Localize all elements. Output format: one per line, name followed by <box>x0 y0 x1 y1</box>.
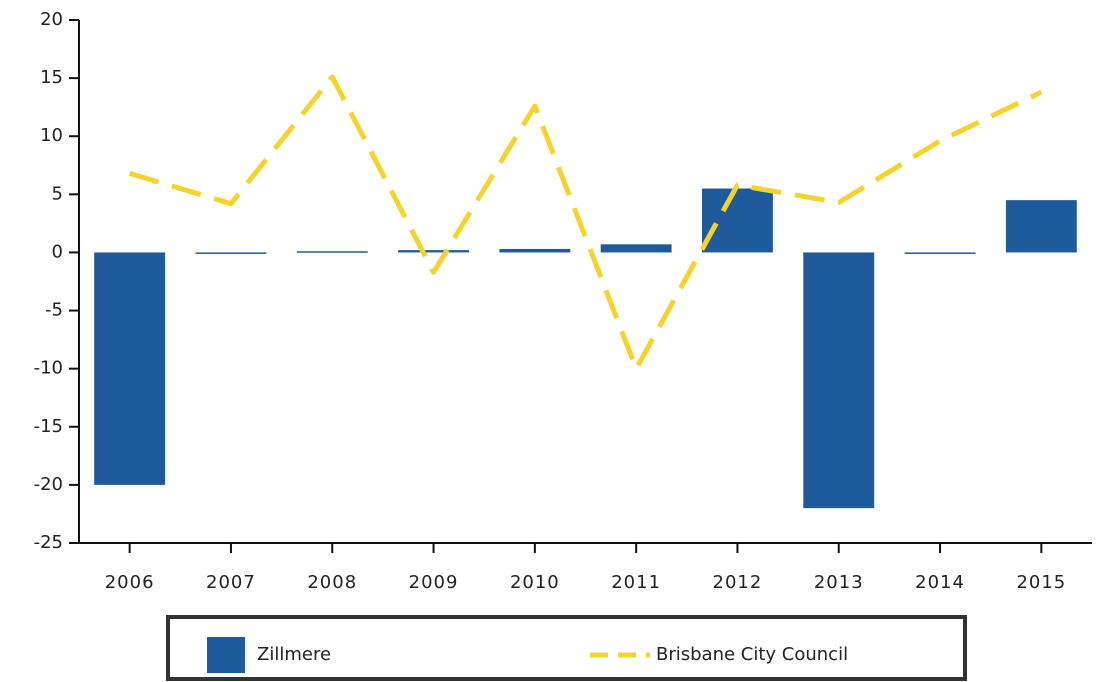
bar <box>296 251 368 253</box>
x-tick-label: 2010 <box>510 572 560 593</box>
x-tick-label: 2013 <box>814 572 864 593</box>
x-tick-label: 2008 <box>307 572 357 593</box>
y-tick-label: -10 <box>34 358 63 379</box>
legend-swatch <box>207 637 245 673</box>
bar <box>803 252 875 509</box>
x-tick-label: 2011 <box>611 572 661 593</box>
bar <box>600 244 672 253</box>
legend-label: Brisbane City Council <box>656 644 848 665</box>
x-tick-label: 2006 <box>105 572 155 593</box>
y-tick-label: -5 <box>45 300 63 321</box>
y-tick-label: -15 <box>34 416 63 437</box>
bar <box>195 252 267 254</box>
bar <box>904 252 976 254</box>
y-tick-label: -20 <box>34 474 63 495</box>
line <box>128 74 1043 372</box>
y-tick-label: -25 <box>34 532 63 553</box>
x-tick-label: 2012 <box>713 572 763 593</box>
bar <box>398 250 470 253</box>
bar <box>499 248 571 253</box>
x-tick-label: 2007 <box>206 572 256 593</box>
legend-label: Zillmere <box>257 644 331 665</box>
y-tick-label: 15 <box>40 67 63 88</box>
x-tick-label: 2009 <box>409 572 459 593</box>
x-tick-label: 2014 <box>915 572 965 593</box>
x-tick-label: 2015 <box>1016 572 1066 593</box>
bar <box>94 252 166 485</box>
y-tick-label: 5 <box>52 183 63 204</box>
y-tick-label: 10 <box>40 125 63 146</box>
bar <box>701 188 773 253</box>
y-tick-label: 0 <box>52 241 63 262</box>
legend-box <box>166 615 967 681</box>
y-tick-label: 20 <box>40 9 63 30</box>
bar <box>1005 200 1077 253</box>
